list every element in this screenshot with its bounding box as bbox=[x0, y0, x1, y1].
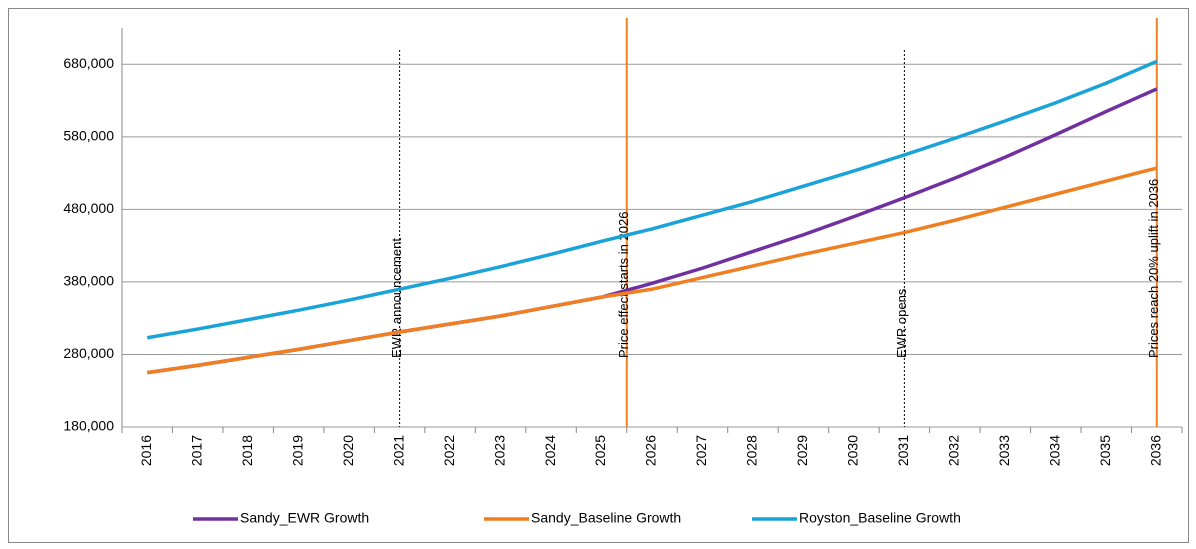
x-tick-label: 2025 bbox=[592, 435, 608, 466]
x-tick-label: 2019 bbox=[289, 435, 305, 466]
x-tick-label: 2027 bbox=[693, 435, 709, 466]
y-tick-label: 180,000 bbox=[63, 418, 114, 434]
x-tick-label: 2020 bbox=[340, 435, 356, 466]
legend-label: Royston_Baseline Growth bbox=[799, 510, 961, 526]
x-tick-label: 2026 bbox=[643, 435, 659, 466]
annotation-label: EWR opens bbox=[894, 288, 909, 358]
x-tick-label: 2023 bbox=[491, 435, 507, 466]
x-tick-label: 2016 bbox=[138, 435, 154, 466]
x-tick-label: 2032 bbox=[946, 435, 962, 466]
x-tick-label: 2031 bbox=[895, 435, 911, 466]
x-tick-label: 2033 bbox=[996, 435, 1012, 466]
annotation-label: EWR announcement bbox=[389, 238, 404, 358]
series-line bbox=[146, 166, 1158, 375]
x-tick-label: 2018 bbox=[239, 435, 255, 466]
x-tick-label: 2017 bbox=[188, 435, 204, 466]
y-tick-label: 680,000 bbox=[63, 55, 114, 71]
x-tick-label: 2024 bbox=[542, 435, 558, 466]
y-tick-label: 280,000 bbox=[63, 345, 114, 361]
x-tick-label: 2036 bbox=[1147, 435, 1163, 466]
x-tick-label: 2028 bbox=[744, 435, 760, 466]
x-tick-label: 2030 bbox=[845, 435, 861, 466]
x-tick-label: 2035 bbox=[1097, 435, 1113, 466]
x-tick-label: 2029 bbox=[794, 435, 810, 466]
x-tick-label: 2021 bbox=[390, 435, 406, 466]
y-tick-label: 580,000 bbox=[63, 128, 114, 144]
y-tick-label: 380,000 bbox=[63, 273, 114, 289]
y-tick-label: 480,000 bbox=[63, 200, 114, 216]
legend-label: Sandy_EWR Growth bbox=[240, 510, 369, 526]
x-tick-label: 2022 bbox=[441, 435, 457, 466]
annotation-label: Price effect starts in 2026 bbox=[616, 212, 631, 358]
annotation-label: Prices reach 20% uplift in 2036 bbox=[1146, 179, 1161, 358]
series-line bbox=[146, 59, 1158, 340]
x-tick-label: 2034 bbox=[1047, 435, 1063, 466]
legend-label: Sandy_Baseline Growth bbox=[531, 510, 681, 526]
chart-frame bbox=[8, 8, 1189, 543]
